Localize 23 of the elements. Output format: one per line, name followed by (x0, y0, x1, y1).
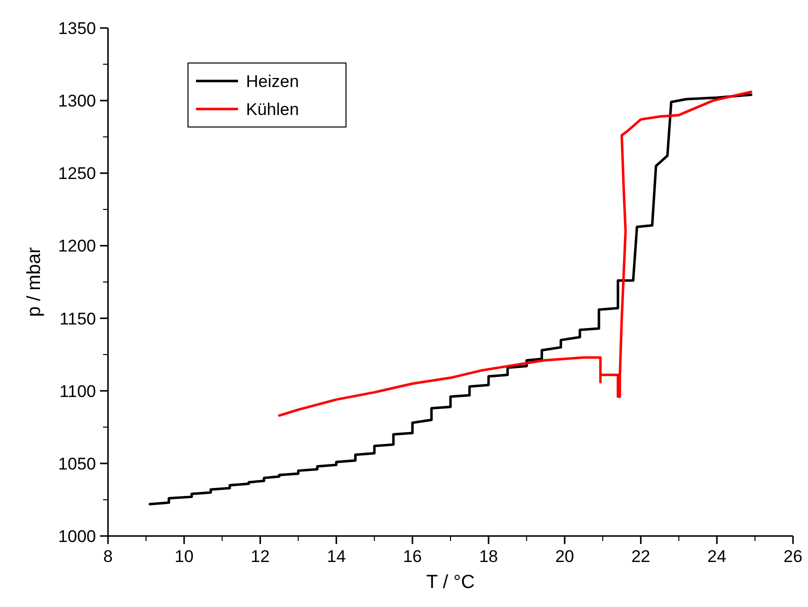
y-tick-label: 1100 (59, 382, 96, 401)
y-tick-label: 1150 (59, 309, 96, 328)
x-tick-label: 12 (250, 547, 270, 566)
y-tick-label: 1250 (58, 164, 96, 184)
y-tick-label: 1350 (58, 19, 96, 38)
x-tick-label: 22 (631, 547, 650, 566)
legend-label: Kühlen (246, 100, 299, 119)
x-axis-title: T / °C (426, 572, 475, 593)
x-tick-label: 8 (103, 547, 113, 566)
x-tick-label: 18 (479, 547, 498, 566)
y-tick-label: 1000 (58, 527, 96, 546)
x-tick-label: 16 (402, 547, 422, 566)
y-axis-title: p / mbar (24, 246, 45, 317)
legend-label: Heizen (246, 72, 299, 91)
x-tick-label: 20 (555, 547, 574, 566)
y-tick-label: 1300 (58, 92, 96, 111)
x-tick-label: 10 (174, 547, 194, 566)
x-tick-label: 26 (784, 547, 802, 566)
y-tick-label: 1050 (58, 454, 96, 474)
line-series (148, 94, 752, 506)
x-tick-label: 14 (326, 547, 346, 566)
x-tick-label: 24 (707, 547, 726, 566)
y-tick-label: 1200 (58, 236, 96, 256)
